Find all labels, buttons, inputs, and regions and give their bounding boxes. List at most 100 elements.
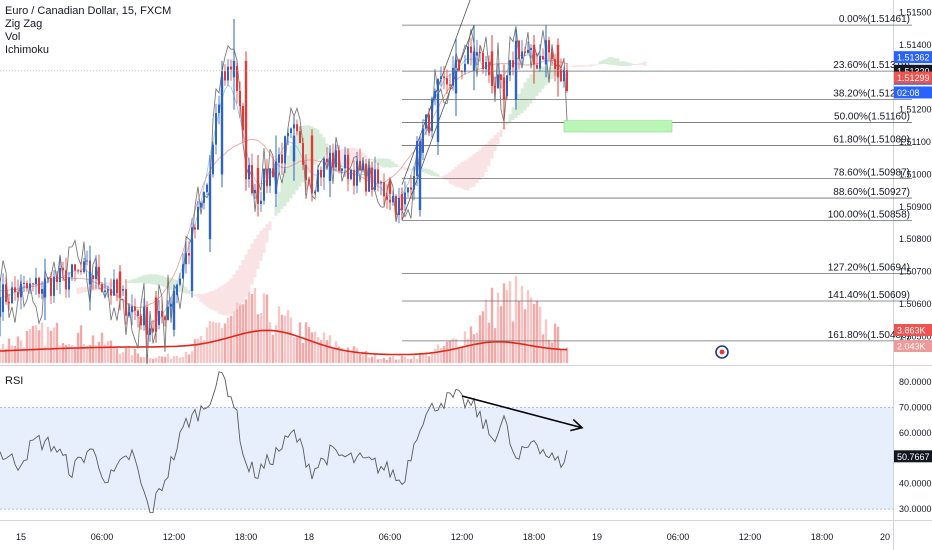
candle-body-key: [472, 51, 476, 71]
indicator-zigzag[interactable]: Zig Zag: [5, 18, 43, 30]
candle-body: [500, 74, 502, 80]
indicator-ichimoku[interactable]: Ichimoku: [5, 44, 50, 56]
candle-body: [464, 63, 466, 73]
candle-body: [443, 76, 445, 79]
indicator-volume[interactable]: Vol: [5, 31, 21, 43]
ichimoku-cloud-segment: [385, 158, 389, 168]
ichimoku-cloud-segment: [616, 58, 620, 66]
candle-body-key: [292, 135, 296, 162]
candle-body: [296, 124, 298, 132]
candle-body-key: [454, 70, 458, 94]
candlestick-series: [0, 18, 568, 348]
ichimoku-cloud-segment: [307, 125, 311, 174]
ichimoku-cloud-segment: [472, 153, 476, 187]
ichimoku-cloud-segment: [268, 221, 272, 231]
candle-body: [92, 275, 94, 279]
volume-bar: [271, 334, 275, 363]
price-badge-bg: [894, 86, 932, 99]
volume-bar: [349, 352, 353, 363]
ichimoku-cloud-segment: [421, 167, 425, 173]
volume-bar: [538, 306, 542, 363]
volume-bar: [292, 337, 296, 363]
volume-bar: [430, 353, 434, 363]
volume-bar: [385, 359, 389, 363]
volume-bar: [43, 346, 47, 363]
ichimoku-cloud-segment: [505, 122, 509, 125]
ichimoku-cloud-segment: [454, 166, 458, 187]
candle-body: [128, 312, 130, 316]
ichimoku-cloud-segment: [409, 168, 413, 171]
ichimoku-cloud-segment: [295, 131, 299, 191]
ichimoku-cloud-segment: [580, 65, 584, 68]
ichimoku-cloud-segment: [232, 274, 236, 312]
time-tick-label: 12:00: [451, 532, 474, 542]
volume-bar: [376, 359, 380, 363]
candle-body: [440, 76, 442, 80]
candle-body: [386, 196, 388, 200]
volume-bar: [160, 356, 164, 363]
ichimoku-cloud-segment: [613, 58, 617, 66]
volume-bar: [40, 322, 44, 363]
volume-badge-bg: [894, 324, 932, 336]
volume-bar: [313, 331, 317, 363]
candle-body: [122, 289, 124, 291]
snapshot-icon-dot: [719, 349, 725, 355]
fib-level-label: 0.00%(1.51461): [839, 14, 910, 25]
volume-bar: [406, 358, 410, 363]
volume-bar: [448, 340, 452, 363]
ichimoku-cloud-segment: [154, 274, 158, 285]
candle-body: [338, 150, 340, 171]
ichimoku-cloud-segment: [253, 239, 257, 278]
volume-bar: [343, 351, 347, 363]
ichimoku-cloud-segment: [475, 151, 479, 184]
candle-body-key: [118, 271, 122, 298]
candle-body: [425, 114, 427, 129]
ichimoku-cloud-segment: [394, 163, 398, 168]
ichimoku-cloud-segment: [508, 114, 512, 123]
volume-bar: [466, 339, 470, 363]
ichimoku-cloud-segment: [193, 294, 197, 297]
candle-body: [284, 136, 286, 164]
volume-bar: [109, 340, 113, 363]
candle-body: [83, 261, 85, 272]
volume-bar: [556, 326, 560, 363]
rsi-badge-label: 50.7667: [897, 452, 930, 462]
candle-body: [137, 310, 139, 316]
volume-bar: [4, 348, 8, 363]
volume-bar: [67, 344, 71, 363]
candle-body: [290, 128, 292, 133]
symbol-title[interactable]: Euro / Canadian Dollar, 15, FXCM: [5, 5, 172, 17]
candle-body: [176, 284, 178, 295]
candle-body: [116, 279, 118, 294]
ichimoku-cloud-segment: [604, 58, 608, 65]
volume-bar: [439, 348, 443, 363]
candle-body: [320, 169, 322, 178]
ichimoku-cloud-segment: [547, 67, 551, 82]
volume-bar: [133, 348, 137, 363]
volume-bar: [256, 314, 260, 363]
ichimoku-cloud-segment: [229, 278, 233, 314]
candle-body: [287, 132, 289, 137]
rsi-legend[interactable]: RSI: [5, 375, 24, 387]
candle-body: [248, 165, 250, 180]
volume-bar: [25, 330, 29, 363]
ichimoku-cloud-segment: [283, 167, 287, 207]
candle-body: [185, 253, 187, 265]
candle-body: [341, 168, 343, 171]
candle-body-key: [190, 239, 194, 291]
candle-body: [368, 167, 370, 192]
ichimoku-cloud-segment: [76, 287, 80, 294]
candle-body-key: [244, 61, 248, 168]
candle-body: [377, 169, 379, 184]
ichimoku-cloud-segment: [493, 135, 497, 152]
candle-body: [86, 260, 88, 262]
volume-bar: [334, 341, 338, 363]
candle-body: [395, 196, 397, 215]
volume-bar: [565, 347, 569, 363]
volume-bar: [436, 344, 440, 363]
volume-bar: [154, 357, 158, 363]
candle-body: [134, 306, 136, 311]
ichimoku-cloud-segment: [130, 279, 134, 283]
volume-bar: [418, 353, 422, 363]
